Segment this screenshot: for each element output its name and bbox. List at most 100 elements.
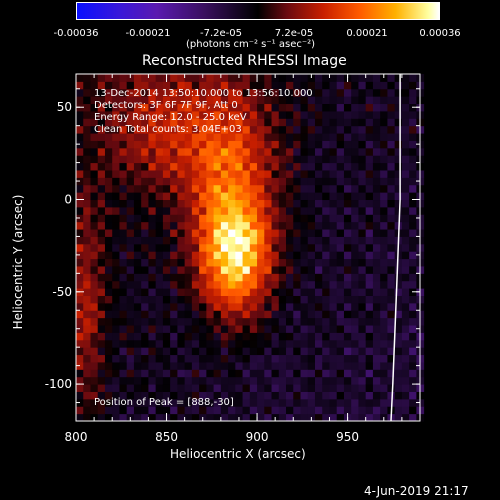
heatmap-cell (329, 384, 338, 392)
heatmap-cell (271, 280, 280, 289)
heatmap-cell (329, 133, 338, 141)
heatmap-cell (191, 391, 200, 400)
heatmap-cell (300, 273, 309, 282)
heatmap-cell (394, 369, 403, 378)
heatmap-cell (213, 162, 222, 171)
heatmap-cell (104, 295, 113, 304)
heatmap-cell (322, 376, 330, 385)
heatmap-cell (372, 206, 381, 215)
heatmap-cell (293, 413, 302, 422)
heatmap-cell (155, 265, 164, 274)
heatmap-cell (409, 221, 417, 230)
heatmap-cell (119, 288, 128, 296)
heatmap-cell (148, 110, 157, 119)
heatmap-cell (249, 221, 258, 230)
heatmap-cell (336, 339, 345, 348)
heatmap-cell (177, 332, 186, 341)
heatmap-cell (264, 361, 273, 370)
heatmap-cell (177, 214, 186, 223)
heatmap-cell (401, 184, 410, 193)
heatmap-cell (314, 155, 323, 164)
heatmap-cell (336, 265, 345, 274)
heatmap-cell (336, 88, 345, 97)
heatmap-cell (387, 103, 396, 112)
heatmap-cell (264, 162, 273, 171)
heatmap-cell (358, 361, 367, 370)
heatmap-cell (300, 258, 309, 267)
heatmap-cell (177, 192, 186, 201)
heatmap-cell (372, 317, 381, 326)
colorbar-tick-label: -0.00021 (125, 28, 171, 39)
heatmap-cell (293, 96, 302, 105)
heatmap-cell (90, 354, 99, 363)
heatmap-cell (372, 110, 381, 119)
heatmap-cell (343, 155, 352, 164)
heatmap-cell (184, 74, 193, 82)
heatmap-cell (141, 265, 149, 274)
heatmap-cell (358, 125, 367, 134)
heatmap-cell (177, 406, 186, 415)
heatmap-cell (257, 125, 265, 134)
heatmap-cell (141, 361, 149, 370)
heatmap-cell (401, 192, 410, 201)
heatmap-cell (141, 369, 149, 378)
heatmap-cell (191, 243, 200, 252)
heatmap-cell (119, 258, 128, 267)
heatmap-cell (162, 406, 171, 415)
heatmap-cell (228, 398, 236, 407)
heatmap-cell (257, 347, 265, 356)
heatmap-cell (278, 177, 287, 186)
heatmap-cell (112, 199, 120, 208)
heatmap-cell (358, 140, 367, 149)
heatmap-cell (177, 243, 186, 252)
heatmap-cell (314, 310, 323, 319)
heatmap-cell (401, 243, 410, 252)
heatmap-cell (177, 288, 186, 296)
heatmap-cell (394, 88, 403, 97)
heatmap-cell (213, 354, 222, 363)
heatmap-cell (278, 110, 287, 119)
heatmap-cell (271, 88, 280, 97)
heatmap-cell (380, 110, 388, 119)
heatmap-cell (228, 288, 236, 296)
heatmap-cell (278, 354, 287, 363)
heatmap-cell (141, 376, 149, 385)
heatmap-cell (119, 169, 128, 178)
heatmap-cell (322, 413, 330, 422)
heatmap-cell (409, 406, 417, 415)
heatmap-cell (409, 317, 417, 326)
heatmap-cell (126, 384, 135, 392)
heatmap-cell (387, 376, 396, 385)
heatmap-cell (307, 125, 316, 134)
heatmap-cell (148, 376, 157, 385)
heatmap-cell (112, 398, 120, 407)
heatmap-cell (133, 140, 142, 149)
heatmap-cell (141, 110, 149, 119)
heatmap-cell (401, 133, 410, 141)
heatmap-cell (307, 96, 316, 105)
heatmap-cell (314, 96, 323, 105)
heatmap-cell (329, 280, 338, 289)
heatmap-cell (220, 88, 229, 97)
heatmap-cell (314, 325, 323, 333)
heatmap-cell (83, 265, 91, 274)
heatmap-cell (329, 332, 338, 341)
heatmap-cell (358, 280, 367, 289)
heatmap-cell (242, 192, 251, 201)
heatmap-cell (199, 384, 207, 392)
heatmap-cell (314, 332, 323, 341)
heatmap-cell (372, 118, 381, 127)
heatmap-cell (249, 265, 258, 274)
heatmap-cell (307, 88, 316, 97)
heatmap-cell (394, 354, 403, 363)
heatmap-cell (329, 199, 338, 208)
heatmap-cell (322, 288, 330, 296)
heatmap-cell (351, 243, 359, 252)
heatmap-cell (148, 265, 157, 274)
heatmap-cell (257, 229, 265, 237)
heatmap-cell (401, 302, 410, 311)
plot-frame (75, 73, 421, 422)
heatmap-cell (228, 192, 236, 201)
heatmap-cell (184, 391, 193, 400)
heatmap-cell (343, 206, 352, 215)
